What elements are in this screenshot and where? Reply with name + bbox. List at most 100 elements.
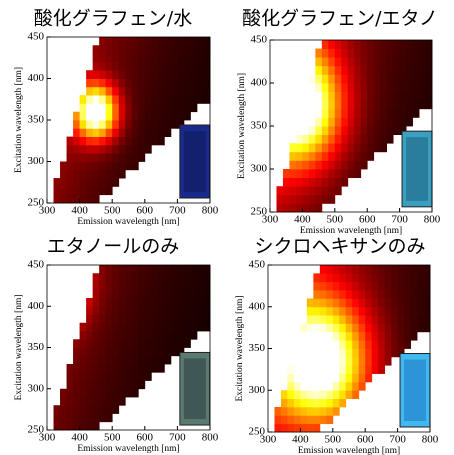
heatmap-cell bbox=[190, 331, 197, 340]
heatmap-cell bbox=[93, 414, 100, 423]
heatmap-cell bbox=[119, 112, 126, 121]
heatmap-cell bbox=[86, 112, 93, 121]
heatmap-cell bbox=[190, 54, 197, 63]
heatmap-cell bbox=[335, 160, 342, 169]
heatmap-cell bbox=[151, 45, 158, 54]
heatmap-cell bbox=[352, 315, 359, 324]
heatmap-cell bbox=[119, 162, 126, 171]
heatmap-cell bbox=[372, 315, 379, 324]
heatmap-cell bbox=[400, 74, 407, 83]
heatmap-cell bbox=[80, 323, 87, 332]
heatmap-cell bbox=[132, 265, 139, 274]
heatmap-cell bbox=[387, 57, 394, 66]
heatmap-cell bbox=[406, 83, 413, 92]
heatmap-cell bbox=[158, 62, 165, 71]
heatmap-cell bbox=[348, 57, 355, 66]
heatmap-cell bbox=[99, 323, 106, 332]
heatmap-cell bbox=[380, 40, 387, 49]
heatmap-cell bbox=[326, 374, 333, 383]
heatmap-cell bbox=[287, 390, 294, 399]
heatmap-cell bbox=[86, 120, 93, 129]
heatmap-cell bbox=[359, 298, 366, 307]
y-tick-label: 250 bbox=[249, 426, 266, 438]
heatmap-cell bbox=[132, 381, 139, 390]
heatmap-cell bbox=[313, 315, 320, 324]
heatmap-cell bbox=[80, 178, 87, 187]
heatmap-cell bbox=[326, 307, 333, 316]
heatmap-cell bbox=[411, 273, 418, 282]
heatmap-cell bbox=[73, 120, 80, 129]
heatmap-cell bbox=[385, 273, 392, 282]
figure: 酸化グラフェン/水3004005006007008002503003504004… bbox=[0, 0, 454, 455]
heatmap-cell bbox=[184, 87, 191, 96]
heatmap-cell bbox=[80, 137, 87, 146]
y-tick-label: 350 bbox=[251, 120, 268, 132]
heatmap-cell bbox=[86, 422, 93, 431]
heatmap-cell bbox=[354, 117, 361, 126]
heatmap-cell bbox=[333, 349, 340, 358]
heatmap-cell bbox=[333, 365, 340, 374]
heatmap-cell bbox=[106, 364, 113, 373]
heatmap-cell bbox=[112, 137, 119, 146]
heatmap-cell bbox=[106, 178, 113, 187]
heatmap-cell bbox=[289, 186, 296, 195]
heatmap-cell bbox=[86, 178, 93, 187]
heatmap-cell bbox=[125, 298, 132, 307]
heatmap-cell bbox=[86, 315, 93, 324]
y-tick-label: 300 bbox=[251, 163, 268, 175]
heatmap-cell bbox=[300, 415, 307, 424]
heatmap-cell bbox=[99, 339, 106, 348]
heatmap-cell bbox=[138, 315, 145, 324]
heatmap-cell bbox=[400, 92, 407, 101]
heatmap-cell bbox=[341, 160, 348, 169]
heatmap-cell bbox=[164, 339, 171, 348]
heatmap-cell bbox=[197, 37, 204, 46]
heatmap-cell bbox=[320, 265, 327, 274]
heatmap-cell bbox=[145, 37, 152, 46]
heatmap-cell bbox=[294, 424, 301, 433]
heatmap-cell bbox=[99, 315, 106, 324]
heatmap-cell bbox=[171, 290, 178, 299]
heatmap-cell bbox=[125, 95, 132, 104]
heatmap-cell bbox=[346, 382, 353, 391]
heatmap-cell bbox=[86, 389, 93, 398]
heatmap-cell bbox=[125, 315, 132, 324]
heatmap-cell bbox=[315, 135, 322, 144]
heatmap-cell bbox=[184, 282, 191, 291]
heatmap-cell bbox=[365, 298, 372, 307]
heatmap-cell bbox=[333, 332, 340, 341]
heatmap-cell bbox=[112, 103, 119, 112]
heatmap-cell bbox=[326, 399, 333, 408]
heatmap-cell bbox=[294, 374, 301, 383]
heatmap-cell bbox=[197, 265, 204, 274]
heatmap-cell bbox=[326, 357, 333, 366]
heatmap-cell bbox=[86, 128, 93, 137]
heatmap-cell bbox=[177, 265, 184, 274]
heatmap-cell bbox=[426, 66, 433, 75]
heatmap-cell bbox=[132, 153, 139, 162]
heatmap-cell bbox=[385, 315, 392, 324]
heatmap-cell bbox=[346, 390, 353, 399]
heatmap-cell bbox=[341, 152, 348, 161]
heatmap-cell bbox=[365, 365, 372, 374]
heatmap-cell bbox=[119, 79, 126, 88]
heatmap-cell bbox=[171, 323, 178, 332]
heatmap-cell bbox=[106, 298, 113, 307]
heatmap-cell bbox=[93, 62, 100, 71]
heatmap-cell bbox=[125, 339, 132, 348]
heatmap-cell bbox=[73, 405, 80, 414]
heatmap-cell bbox=[348, 117, 355, 126]
heatmap-cell bbox=[309, 195, 316, 204]
heatmap-cell bbox=[378, 265, 385, 274]
heatmap-cell bbox=[296, 178, 303, 187]
heatmap-cell bbox=[361, 126, 368, 135]
heatmap-cell bbox=[322, 143, 329, 152]
heatmap-cell bbox=[106, 170, 113, 179]
heatmap-cell bbox=[184, 331, 191, 340]
x-tick-label: 700 bbox=[391, 214, 408, 226]
cuvette-shade bbox=[404, 360, 426, 421]
heatmap-cell bbox=[184, 79, 191, 88]
heatmap-cell bbox=[307, 323, 314, 332]
heatmap-cell bbox=[313, 323, 320, 332]
heatmap-cell bbox=[380, 92, 387, 101]
